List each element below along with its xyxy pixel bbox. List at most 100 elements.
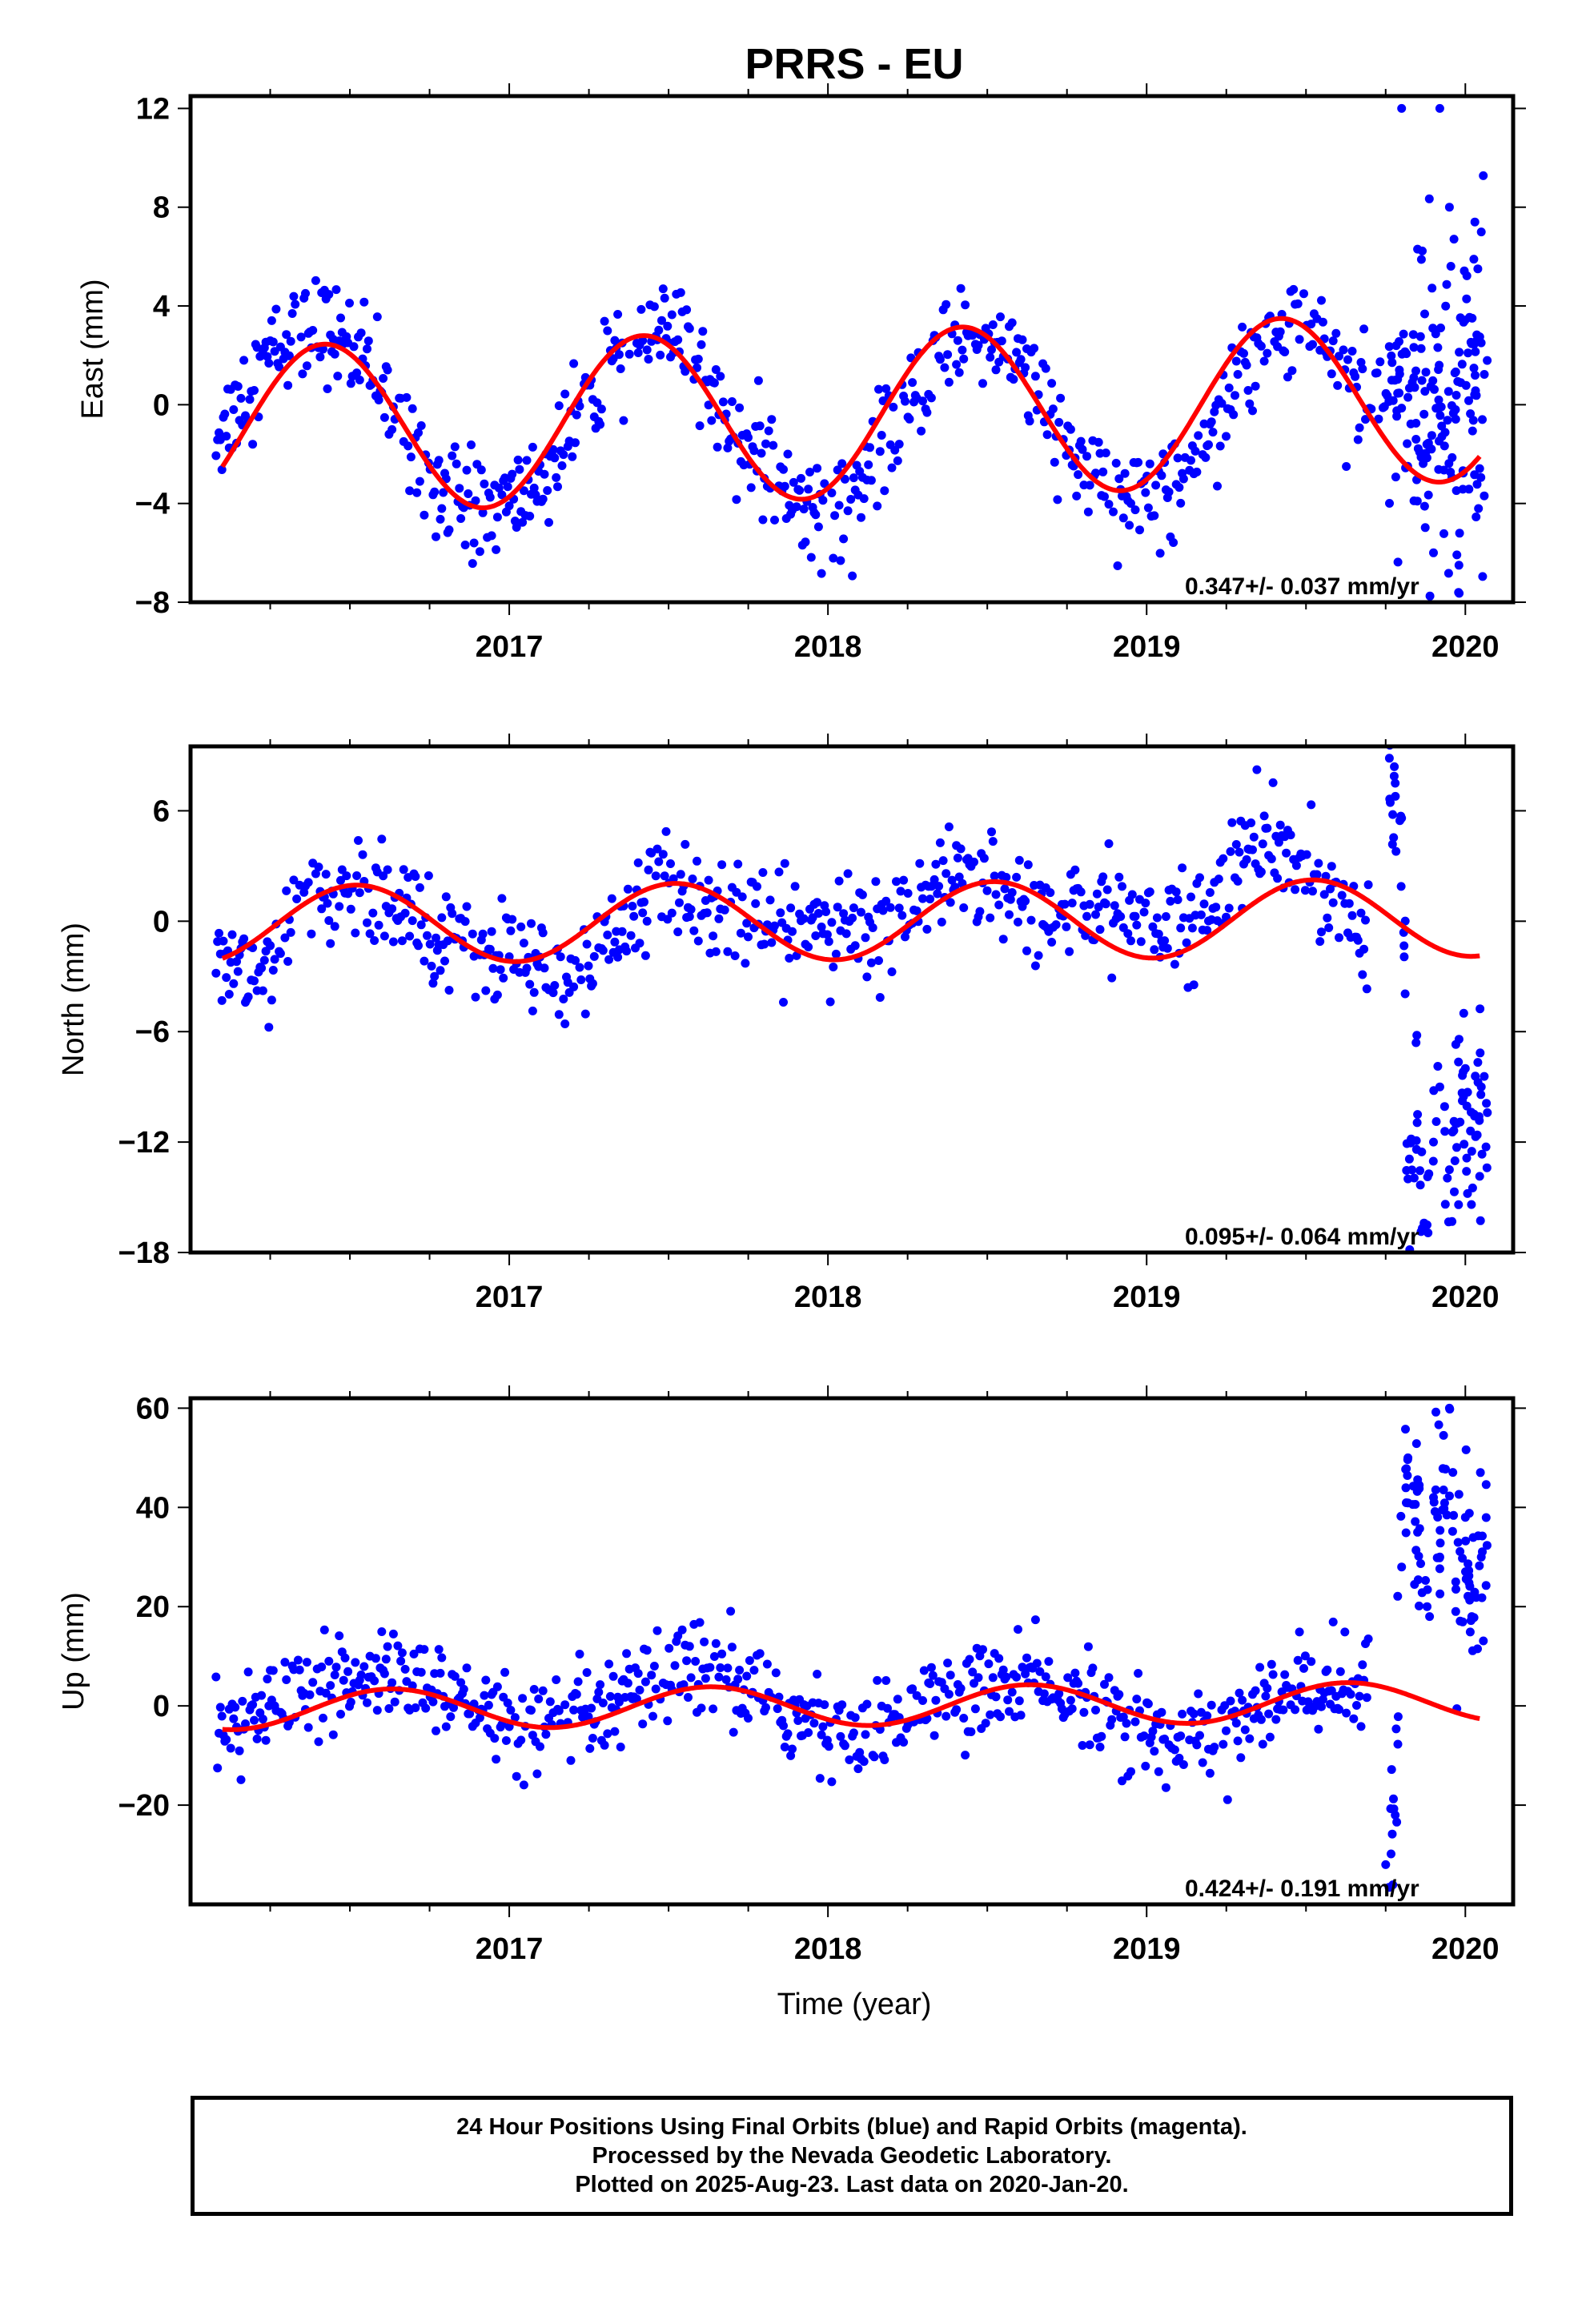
data-point	[420, 1645, 429, 1655]
tail-point	[1452, 486, 1461, 496]
data-point	[825, 997, 835, 1007]
data-point	[554, 1010, 564, 1019]
tail-point	[1416, 1559, 1425, 1568]
outlier-point	[1454, 561, 1464, 570]
tail-point	[1460, 266, 1469, 275]
data-point	[588, 979, 597, 988]
data-point	[319, 344, 327, 354]
data-point	[753, 376, 763, 385]
data-point	[651, 871, 661, 881]
data-point	[780, 1743, 789, 1751]
data-point	[1280, 348, 1290, 356]
data-point	[701, 1674, 710, 1683]
data-point	[589, 951, 599, 961]
data-point	[861, 933, 870, 943]
data-point	[264, 359, 274, 368]
data-point	[869, 1752, 879, 1762]
tail-point	[1387, 1765, 1396, 1775]
data-point	[252, 1734, 262, 1743]
tail-point	[1391, 472, 1400, 482]
data-point	[660, 871, 669, 881]
data-point	[213, 1763, 223, 1773]
data-point	[336, 313, 345, 323]
data-point	[716, 1663, 725, 1672]
data-point	[1217, 399, 1227, 408]
data-point	[1127, 890, 1137, 899]
data-point	[1132, 920, 1142, 930]
y-axis-label: North (mm)	[57, 923, 90, 1076]
tail-point	[1452, 550, 1462, 560]
data-point	[669, 874, 678, 883]
data-point	[1192, 1740, 1202, 1750]
data-point	[663, 1716, 673, 1726]
data-point	[723, 947, 733, 956]
data-point	[1443, 416, 1452, 425]
data-point	[576, 975, 586, 984]
tail-point	[1420, 309, 1429, 319]
data-point	[944, 1690, 954, 1699]
data-point	[1130, 1717, 1140, 1727]
tail-point	[1389, 1794, 1398, 1803]
data-point	[1154, 929, 1163, 939]
data-point	[415, 883, 424, 892]
tail-point	[1440, 1127, 1450, 1136]
data-point	[610, 1727, 620, 1736]
tail-point	[1412, 1118, 1422, 1128]
data-point	[287, 309, 297, 318]
tail-point	[1476, 472, 1486, 482]
data-point	[298, 369, 307, 379]
data-point	[402, 392, 412, 402]
data-point	[560, 389, 570, 399]
data-point	[345, 299, 354, 308]
data-point	[908, 1684, 917, 1694]
data-point	[922, 408, 932, 417]
tail-point	[1456, 1616, 1465, 1626]
data-point	[732, 495, 741, 505]
tail-point	[1435, 411, 1445, 420]
data-point	[1372, 368, 1382, 378]
data-point	[912, 1691, 921, 1700]
data-point	[700, 1637, 709, 1647]
data-point	[1005, 1707, 1014, 1716]
data-point	[1259, 811, 1269, 821]
tail-point	[1469, 340, 1479, 349]
tail-point	[1479, 1636, 1488, 1646]
data-point	[966, 1727, 976, 1736]
data-point	[1323, 1665, 1332, 1675]
data-point	[986, 913, 995, 923]
data-point	[409, 1649, 419, 1659]
tail-point	[1387, 351, 1396, 360]
data-point	[616, 364, 625, 373]
data-point	[1085, 1740, 1094, 1750]
data-point	[892, 877, 901, 887]
data-point	[222, 973, 231, 983]
tail-point	[1460, 1140, 1469, 1149]
data-point	[878, 906, 888, 915]
data-point	[1231, 1719, 1241, 1728]
data-point	[987, 345, 996, 355]
data-point	[355, 376, 364, 384]
data-point	[596, 1680, 605, 1690]
data-point	[1307, 1657, 1316, 1667]
tail-point	[1470, 1587, 1480, 1597]
data-point	[528, 442, 537, 452]
data-point	[833, 465, 842, 475]
data-point	[693, 856, 701, 866]
outlier-point	[1444, 203, 1454, 212]
data-point	[1326, 884, 1335, 894]
data-point	[666, 859, 675, 868]
data-point	[833, 903, 842, 912]
data-point	[1081, 931, 1090, 940]
data-point	[1409, 373, 1419, 382]
data-point	[1005, 910, 1014, 919]
data-point	[456, 1678, 466, 1687]
data-point	[1339, 345, 1348, 355]
data-point	[795, 485, 805, 495]
tail-point	[1455, 589, 1464, 598]
data-point	[792, 502, 801, 512]
data-point	[753, 882, 761, 891]
tail-point	[1473, 1078, 1483, 1087]
data-point	[552, 1675, 561, 1684]
data-point	[853, 1764, 863, 1774]
data-point	[761, 1703, 770, 1712]
